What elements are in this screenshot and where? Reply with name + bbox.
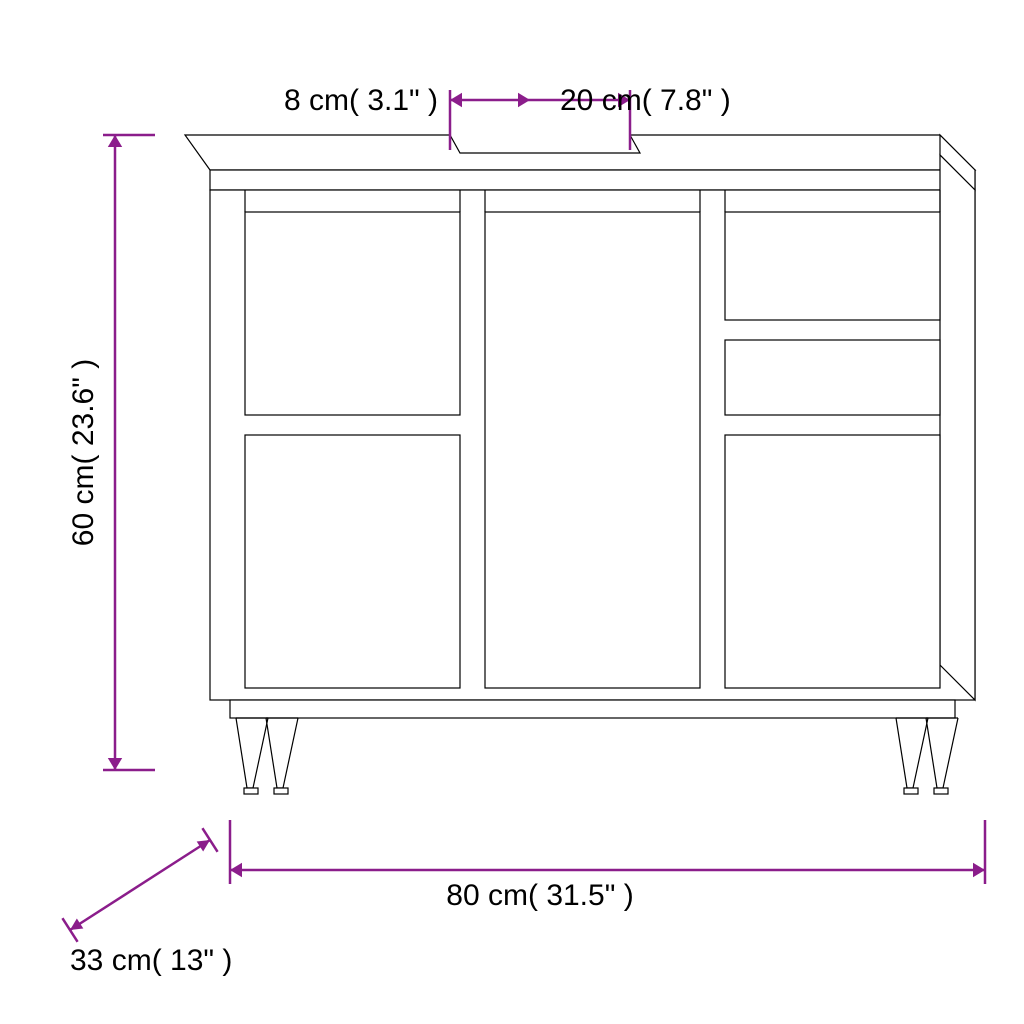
dim-gap20-label: 20 cm( 7.8" ) — [560, 84, 731, 117]
dim-depth-label: 33 cm( 13" ) — [70, 944, 232, 977]
dim-width-label: 80 cm( 31.5" ) — [446, 879, 633, 912]
dim-height-label: 60 cm( 23.6" ) — [67, 359, 100, 546]
dim-gap8-label: 8 cm( 3.1" ) — [284, 84, 438, 117]
